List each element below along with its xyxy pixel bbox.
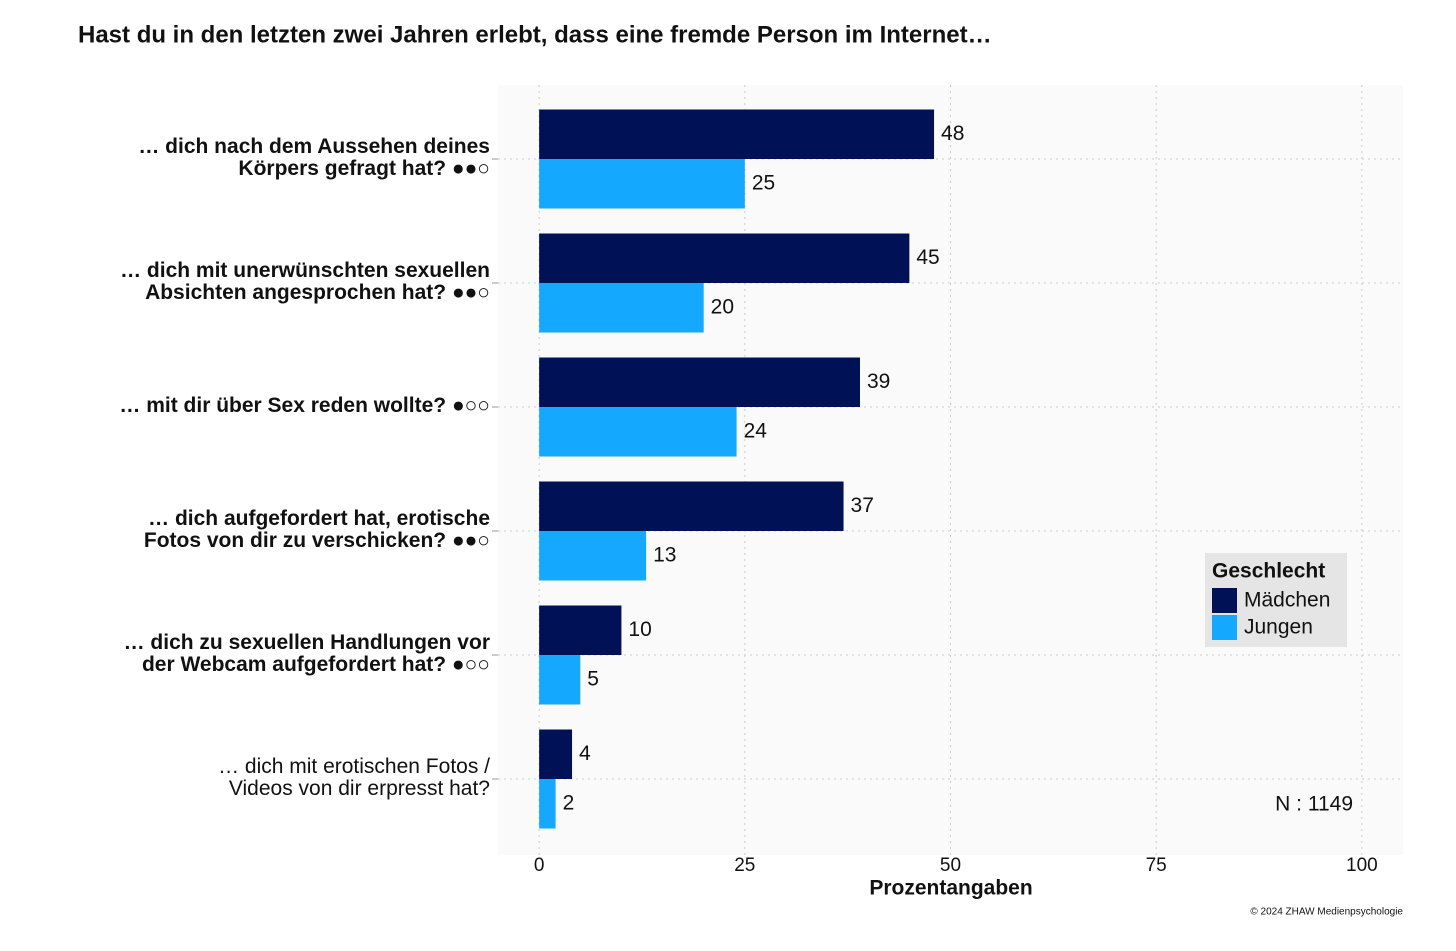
- credit: © 2024 ZHAW Medienpsychologie: [1250, 907, 1403, 918]
- y-tick-label: … dich aufgefordert hat, erotische Fotos …: [144, 507, 490, 552]
- bar: [539, 283, 704, 333]
- x-tick-label: 75: [1146, 855, 1167, 876]
- legend-swatch: [1212, 615, 1237, 640]
- legend: Geschlecht Mädchen Jungen: [1205, 553, 1347, 647]
- bar: [539, 729, 573, 779]
- x-axis-label: Prozentangaben: [869, 877, 1032, 900]
- x-tick-label: 50: [940, 855, 961, 876]
- bar: [539, 779, 556, 829]
- bar: [539, 109, 935, 159]
- data-label: 48: [941, 122, 964, 145]
- x-tick-label: 0: [534, 855, 545, 876]
- x-tick-label: 100: [1346, 855, 1378, 876]
- legend-label: Mädchen: [1244, 589, 1330, 612]
- y-tick-label: … mit dir über Sex reden wollte? ●○○: [119, 394, 490, 417]
- bar: [539, 605, 622, 655]
- legend-title: Geschlecht: [1212, 560, 1325, 583]
- data-label: 2: [563, 791, 575, 814]
- y-tick-label: … dich mit erotischen Fotos / Videos von …: [218, 755, 490, 800]
- y-tick-label: … dich mit unerwünschten sexuellen Absich…: [120, 259, 490, 304]
- legend-label: Jungen: [1244, 616, 1313, 639]
- bar: [539, 159, 745, 209]
- y-tick-label: … dich zu sexuellen Handlungen vor der We…: [124, 631, 490, 676]
- bar: [539, 233, 910, 283]
- data-label: 5: [587, 667, 599, 690]
- bar: [539, 655, 581, 705]
- legend-swatch: [1212, 588, 1237, 613]
- bar: [539, 357, 860, 407]
- data-label: 24: [744, 419, 768, 442]
- bar: [539, 531, 647, 581]
- data-label: 20: [711, 295, 734, 318]
- x-tick-label: 25: [734, 855, 755, 876]
- data-label: 45: [916, 246, 939, 269]
- data-label: 39: [867, 370, 890, 393]
- data-label: 4: [579, 742, 591, 765]
- chart-title: Hast du in den letzten zwei Jahren erleb…: [78, 21, 992, 48]
- y-tick-label: … dich nach dem Aussehen deines Körpers g…: [138, 135, 490, 180]
- annotation: N : 1149: [1275, 793, 1353, 816]
- bar: [539, 407, 737, 457]
- data-label: 25: [752, 171, 775, 194]
- data-label: 10: [628, 618, 651, 641]
- bar: [539, 481, 844, 531]
- data-label: 13: [653, 543, 676, 566]
- data-label: 37: [851, 494, 874, 517]
